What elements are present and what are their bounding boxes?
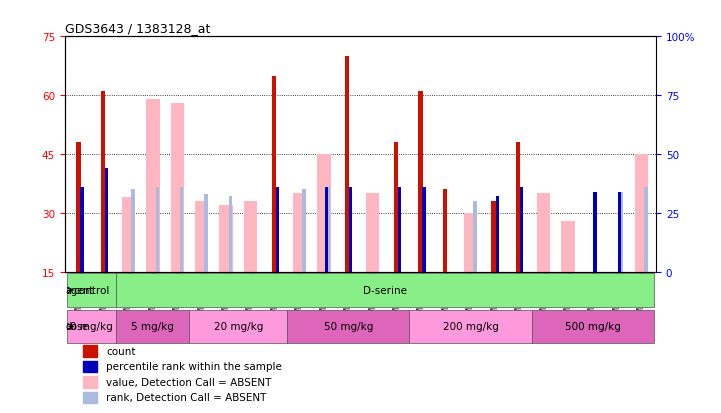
Bar — [537, 194, 550, 272]
Text: 50 mg/kg: 50 mg/kg — [324, 322, 373, 332]
Bar — [531, 310, 654, 343]
Bar — [345, 57, 349, 272]
Bar — [105, 169, 108, 272]
Bar — [324, 188, 328, 272]
Text: percentile rank within the sample: percentile rank within the sample — [106, 362, 282, 372]
Text: GDS3643 / 1383128_at: GDS3643 / 1383128_at — [65, 21, 211, 35]
Bar — [620, 192, 623, 272]
Bar — [327, 188, 330, 272]
Bar — [116, 310, 190, 343]
Bar — [229, 197, 232, 272]
Bar — [394, 143, 398, 272]
Text: dose: dose — [66, 322, 89, 332]
Bar — [83, 345, 97, 357]
Bar — [219, 206, 233, 272]
Bar — [293, 194, 306, 272]
Bar — [443, 190, 447, 272]
Bar — [83, 392, 97, 403]
Bar — [171, 104, 184, 272]
Text: D-serine: D-serine — [363, 285, 407, 295]
Text: agent: agent — [66, 285, 94, 295]
Bar — [520, 188, 523, 272]
Bar — [83, 376, 97, 388]
Text: 5 mg/kg: 5 mg/kg — [131, 322, 174, 332]
Bar — [204, 195, 208, 272]
Bar — [492, 202, 496, 272]
Bar — [495, 197, 499, 272]
Bar — [464, 214, 477, 272]
Bar — [398, 188, 402, 272]
Bar — [302, 190, 306, 272]
Bar — [156, 188, 159, 272]
Bar — [76, 143, 81, 272]
Text: control: control — [74, 285, 110, 295]
Bar — [634, 154, 648, 272]
Bar — [275, 188, 279, 272]
Bar — [516, 143, 521, 272]
Bar — [100, 92, 105, 272]
Bar — [131, 190, 135, 272]
Bar — [418, 92, 423, 272]
Bar — [244, 202, 257, 272]
Bar — [423, 188, 425, 272]
Text: 500 mg/kg: 500 mg/kg — [565, 322, 621, 332]
Bar — [80, 188, 84, 272]
Bar — [67, 310, 116, 343]
Bar — [146, 100, 159, 272]
Bar — [195, 202, 208, 272]
Bar — [317, 154, 330, 272]
Bar — [272, 76, 276, 272]
Text: 20 mg/kg: 20 mg/kg — [213, 322, 263, 332]
Bar — [644, 188, 647, 272]
Text: value, Detection Call = ABSENT: value, Detection Call = ABSENT — [106, 377, 272, 387]
Bar — [287, 310, 410, 343]
Bar — [366, 194, 379, 272]
Bar — [83, 361, 97, 373]
Bar — [349, 188, 353, 272]
Bar — [410, 310, 531, 343]
Bar — [180, 188, 183, 272]
Bar — [190, 310, 287, 343]
Bar — [122, 198, 135, 272]
Bar — [562, 221, 575, 272]
Text: 0 mg/kg: 0 mg/kg — [71, 322, 113, 332]
Bar — [67, 273, 116, 307]
Text: count: count — [106, 346, 136, 356]
Text: 200 mg/kg: 200 mg/kg — [443, 322, 498, 332]
Text: rank, Detection Call = ABSENT: rank, Detection Call = ABSENT — [106, 392, 267, 402]
Bar — [618, 192, 622, 272]
Bar — [473, 202, 477, 272]
Bar — [593, 192, 597, 272]
